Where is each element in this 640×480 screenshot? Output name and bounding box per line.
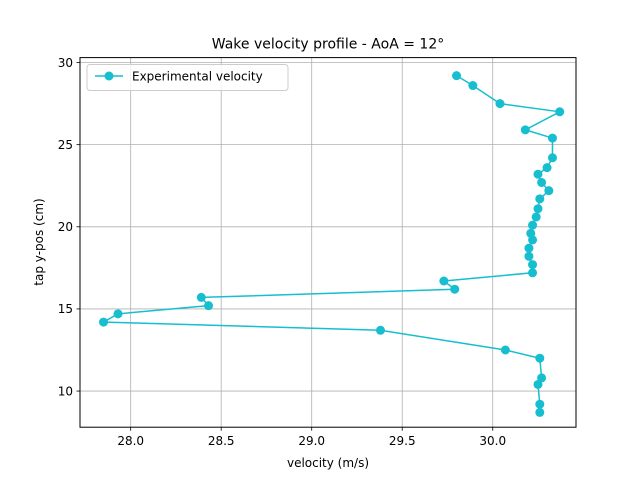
legend: Experimental velocity [86, 64, 289, 91]
data-point [524, 243, 534, 253]
data-point [531, 212, 541, 222]
data-point [528, 268, 538, 278]
series-layer [99, 71, 565, 417]
grid [80, 57, 576, 428]
data-point [375, 325, 385, 335]
data-point [547, 133, 557, 143]
x-tick-label: 29.0 [298, 434, 325, 448]
data-point [439, 276, 449, 286]
data-point [528, 260, 538, 270]
y-tick-label: 25 [58, 138, 73, 152]
plot-frame [79, 57, 577, 428]
x-axis-label: velocity (m/s) [287, 456, 369, 470]
data-point [450, 284, 460, 294]
data-point [533, 379, 543, 389]
data-point [547, 153, 557, 163]
data-point [113, 309, 123, 319]
data-point [535, 194, 545, 204]
data-point [535, 407, 545, 417]
data-point [528, 220, 538, 230]
y-axis-label: tap y-pos (cm) [32, 198, 46, 285]
data-point [528, 235, 538, 245]
data-point [537, 177, 547, 187]
data-point [204, 301, 214, 311]
data-point [500, 345, 510, 355]
y-tick-label: 20 [58, 220, 73, 234]
data-point [544, 186, 554, 196]
x-tick-label: 28.5 [208, 434, 235, 448]
data-point [533, 204, 543, 214]
x-tick-label: 29.5 [389, 434, 416, 448]
data-point [468, 81, 478, 91]
data-point [533, 169, 543, 179]
data-point [452, 71, 462, 81]
data-point [99, 317, 109, 327]
y-tick-label: 10 [58, 384, 73, 398]
data-point [196, 292, 206, 302]
data-point [524, 251, 534, 261]
y-tick-label: 30 [58, 56, 73, 70]
data-point [535, 353, 545, 363]
x-tick-label: 30.0 [479, 434, 506, 448]
data-point [520, 125, 530, 135]
data-point [495, 99, 505, 109]
x-tick-label: 28.0 [117, 434, 144, 448]
data-point [535, 399, 545, 409]
data-point [555, 107, 565, 117]
y-tick-label: 15 [58, 302, 73, 316]
data-point [542, 163, 552, 173]
legend-marker-icon [104, 71, 114, 81]
ticks: 28.0 28.5 29.0 29.5 30.0 10 15 20 25 30 [58, 56, 506, 448]
legend-label: Experimental velocity [132, 70, 263, 84]
legend-box [86, 64, 289, 91]
chart-title: Wake velocity profile - AoA = 12° [212, 37, 444, 53]
data-point [537, 373, 547, 383]
